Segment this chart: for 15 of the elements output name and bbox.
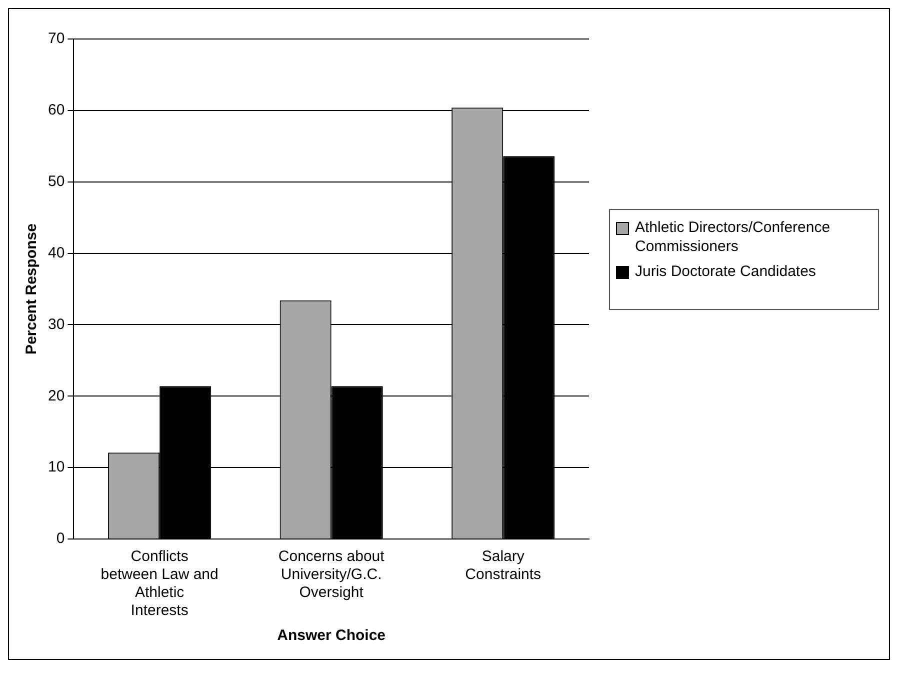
y-tick-label: 60 <box>48 102 65 119</box>
x-tick-label: Conflicts between Law and Athletic Interests <box>100 548 218 620</box>
x-axis-title: Answer Choice <box>277 627 386 644</box>
y-tick-label: 0 <box>56 530 65 548</box>
y-tick-label: 20 <box>48 387 65 404</box>
x-tick-label: Concerns about University/G.C. Oversight <box>278 548 386 602</box>
y-tick-label: 10 <box>48 458 65 476</box>
legend-label: Juris Doctorate Candidates <box>635 262 816 281</box>
y-axis-title: Percent Response <box>23 224 40 354</box>
legend-label: Athletic Directors/Conference Commissioners <box>635 218 832 256</box>
y-tick-label: 30 <box>48 316 65 333</box>
y-tick-label: 70 <box>48 30 65 48</box>
x-tick-label: Salary Constraints <box>465 548 542 584</box>
y-tick-label: 40 <box>48 244 65 262</box>
y-tick-label: 50 <box>48 173 65 190</box>
